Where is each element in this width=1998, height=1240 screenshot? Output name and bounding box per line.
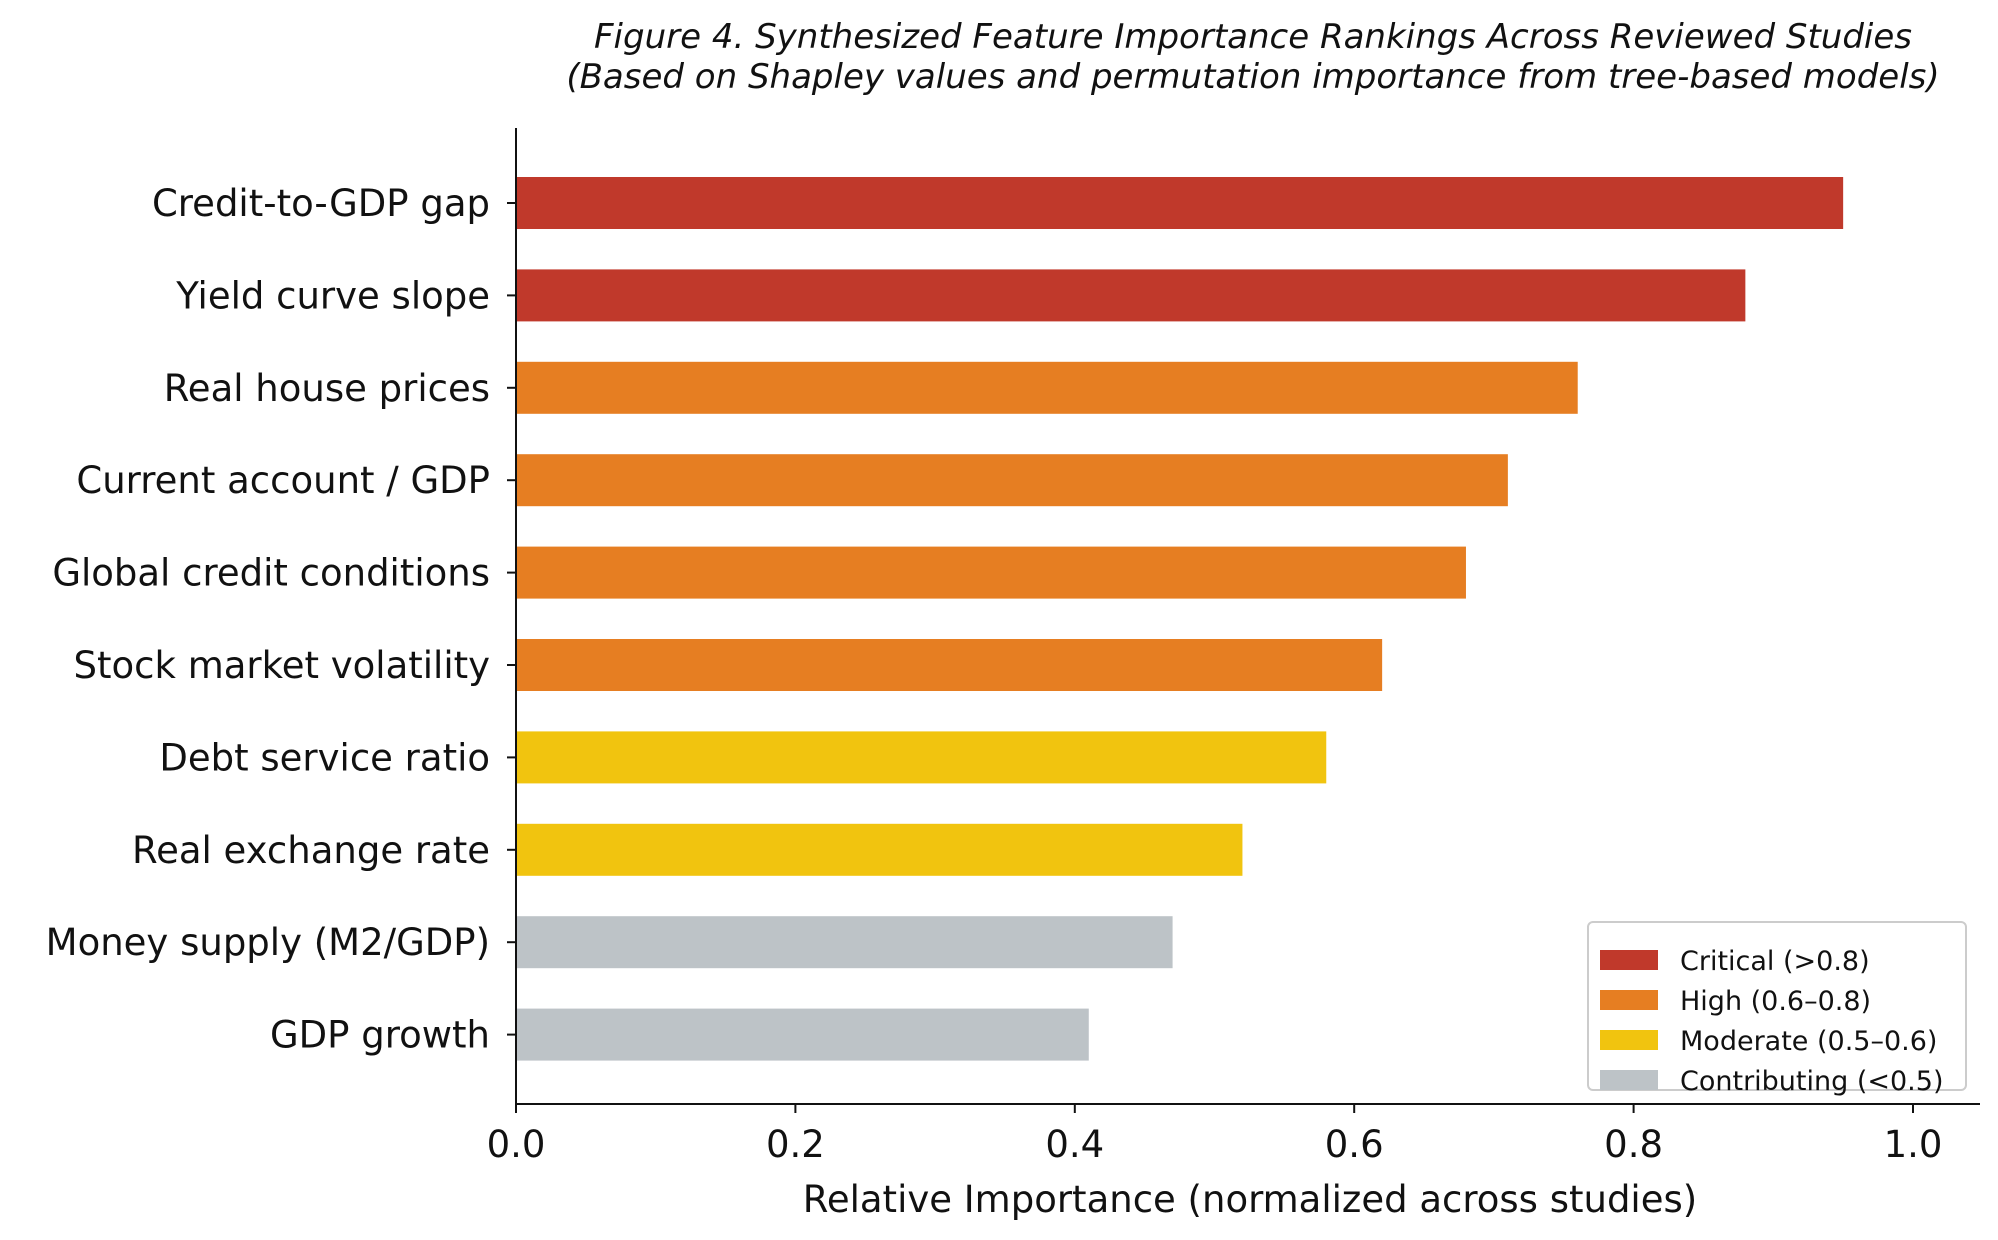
x-tick-label-0: 0.0 — [487, 1123, 546, 1166]
y-tick-label-7: Real exchange rate — [132, 829, 490, 872]
x-tick-label-1: 0.2 — [766, 1123, 825, 1166]
bar-7 — [516, 823, 1243, 876]
bar-group — [516, 177, 1844, 1061]
x-tick-label-5: 1.0 — [1884, 1123, 1943, 1166]
legend-label-contributing: Contributing (<0.5) — [1680, 1066, 1943, 1097]
chart-title: Figure 4. Synthesized Feature Importance… — [594, 17, 1912, 57]
bar-4 — [516, 546, 1466, 599]
y-tick-label-8: Money supply (M2/GDP) — [46, 921, 490, 964]
x-axis-ticks: 0.0 0.2 0.4 0.6 0.8 1.0 — [487, 1104, 1943, 1166]
legend-swatch-contributing — [1600, 1070, 1658, 1090]
bar-5 — [516, 639, 1383, 691]
legend-frame — [1587, 921, 1967, 1091]
x-tick-label-2: 0.4 — [1045, 1123, 1104, 1166]
bar-6 — [516, 731, 1327, 784]
x-tick-label-3: 0.6 — [1325, 1123, 1384, 1166]
legend-swatch-critical — [1600, 950, 1658, 970]
legend-swatch-high — [1600, 990, 1658, 1010]
x-tick-label-4: 0.8 — [1604, 1123, 1663, 1166]
legend: Critical (>0.8) High (0.6–0.8) Moderate (0… — [1587, 921, 1967, 1097]
y-axis-ticks: Credit-to-GDP gap Yield curve slope Real h… — [46, 182, 516, 1057]
legend-label-high: High (0.6–0.8) — [1680, 986, 1871, 1017]
bar-8 — [516, 916, 1173, 969]
y-tick-label-5: Stock market volatility — [74, 644, 490, 687]
legend-swatch-moderate — [1600, 1030, 1658, 1050]
chart-subtitle: (Based on Shapley values and permutation… — [566, 57, 1939, 97]
y-tick-label-0: Credit-to-GDP gap — [152, 182, 490, 225]
y-tick-label-9: GDP growth — [270, 1014, 490, 1057]
y-tick-label-6: Debt service ratio — [159, 736, 490, 779]
y-tick-label-2: Real house prices — [164, 367, 490, 410]
bar-0 — [516, 177, 1844, 229]
y-tick-label-3: Current account / GDP — [76, 459, 490, 502]
y-tick-label-4: Global credit conditions — [52, 552, 490, 595]
bar-2 — [516, 361, 1578, 414]
bar-1 — [516, 269, 1746, 322]
legend-label-moderate: Moderate (0.5–0.6) — [1680, 1026, 1937, 1057]
y-tick-label-1: Yield curve slope — [175, 274, 490, 317]
legend-label-critical: Critical (>0.8) — [1680, 946, 1870, 977]
bar-9 — [516, 1008, 1089, 1061]
x-axis-label: Relative Importance (normalized across s… — [803, 1178, 1697, 1221]
bar-3 — [516, 454, 1508, 507]
